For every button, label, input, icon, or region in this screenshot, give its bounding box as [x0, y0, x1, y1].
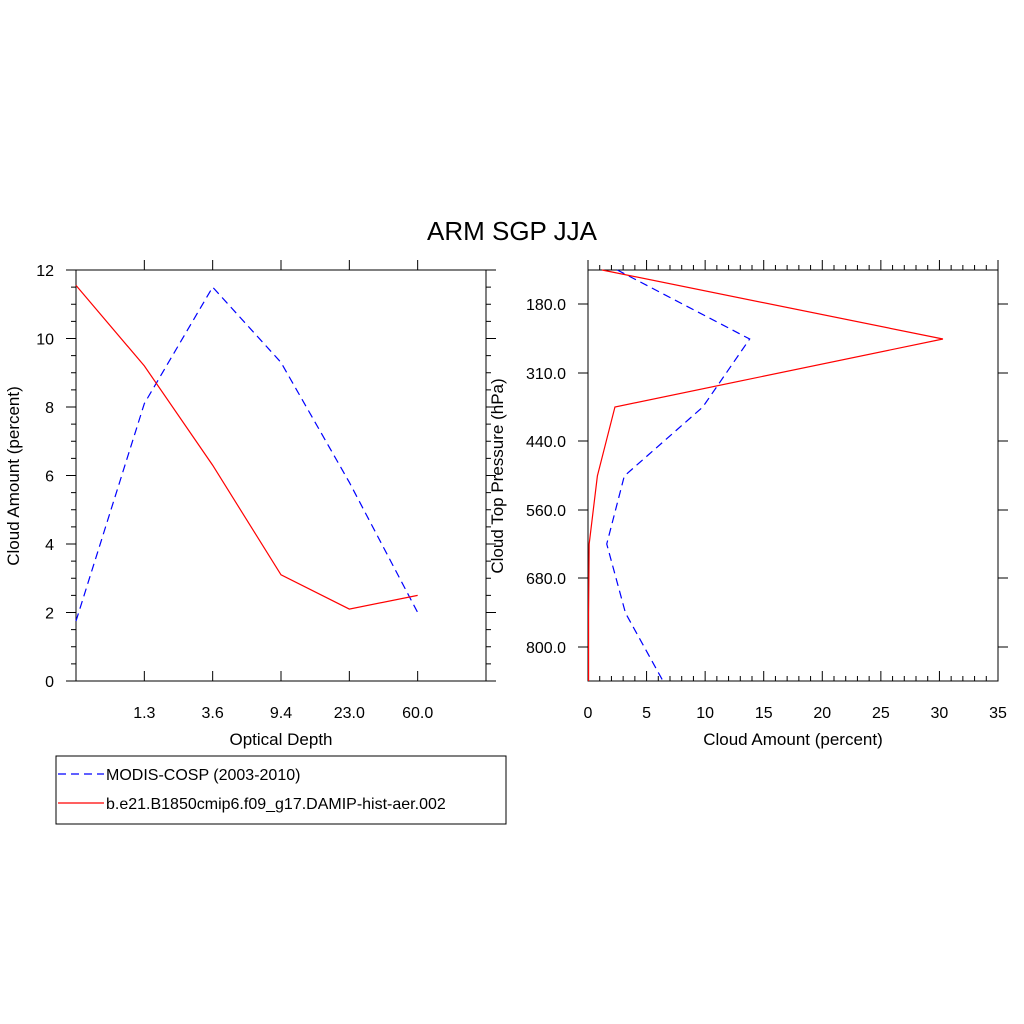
right-x-tick-label: 0 [584, 705, 593, 722]
left-y-tick-label: 10 [36, 332, 54, 349]
left-y-axis-label: Cloud Amount (percent) [4, 386, 23, 566]
right-x-tick-label: 35 [989, 705, 1007, 722]
right-y-tick-label: 680.0 [526, 571, 566, 588]
left-tick-labels: 1.3 3.6 9.4 23.0 60.0 0 2 4 6 8 10 12 [36, 263, 433, 722]
right-series-model [587, 269, 944, 681]
right-x-tick-label: 25 [872, 705, 890, 722]
left-y-tick-label: 4 [45, 537, 54, 554]
right-y-tick-label: 180.0 [526, 297, 566, 314]
left-plot-frame [75, 269, 487, 682]
legend-box [55, 755, 507, 825]
left-y-tick-label: 12 [36, 263, 54, 280]
right-series-obs [606, 269, 751, 682]
right-ticks [578, 260, 1008, 681]
right-y-tick-label: 310.0 [526, 366, 566, 383]
left-x-tick-label: 60.0 [402, 705, 433, 722]
right-series-lines [587, 269, 944, 682]
legend-label-model: b.e21.B1850cmip6.f09_g17.DAMIP-hist-aer.… [106, 796, 446, 813]
right-plot-frame [587, 269, 999, 682]
right-panel: 0 5 10 15 20 25 30 35 180.0 310.0 440.0 560.0 680.0 8… [488, 260, 1008, 749]
left-series-model [75, 285, 418, 610]
right-x-tick-label: 10 [696, 705, 714, 722]
left-x-axis-label: Optical Depth [230, 730, 333, 749]
left-x-tick-label: 23.0 [334, 705, 365, 722]
left-y-tick-label: 2 [45, 606, 54, 623]
left-x-tick-label: 3.6 [202, 705, 224, 722]
left-y-tick-label: 0 [45, 674, 54, 691]
left-x-tick-label: 9.4 [270, 705, 292, 722]
left-x-tick-label: 1.3 [133, 705, 155, 722]
left-ticks [66, 260, 496, 682]
right-y-tick-label: 560.0 [526, 503, 566, 520]
right-x-tick-label: 5 [642, 705, 651, 722]
right-tick-labels: 0 5 10 15 20 25 30 35 180.0 310.0 440.0 560.0 680.0 8… [526, 297, 1007, 722]
right-y-tick-label: 440.0 [526, 434, 566, 451]
left-series-lines [75, 285, 419, 622]
legend: MODIS-COSP (2003-2010) b.e21.B1850cmip6.… [55, 755, 507, 825]
legend-label-obs: MODIS-COSP (2003-2010) [106, 767, 300, 784]
right-y-axis-label: Cloud Top Pressure (hPa) [488, 378, 507, 573]
left-y-tick-label: 6 [45, 469, 54, 486]
left-panel: 1.3 3.6 9.4 23.0 60.0 0 2 4 6 8 10 12 Optical Depth… [4, 260, 496, 749]
figure-title: ARM SGP JJA [427, 216, 598, 246]
right-x-tick-label: 30 [931, 705, 949, 722]
right-x-tick-label: 15 [755, 705, 773, 722]
right-x-tick-label: 20 [813, 705, 831, 722]
right-x-axis-label: Cloud Amount (percent) [703, 730, 883, 749]
left-y-tick-label: 8 [45, 400, 54, 417]
left-series-obs [75, 286, 419, 622]
right-y-tick-label: 800.0 [526, 640, 566, 657]
